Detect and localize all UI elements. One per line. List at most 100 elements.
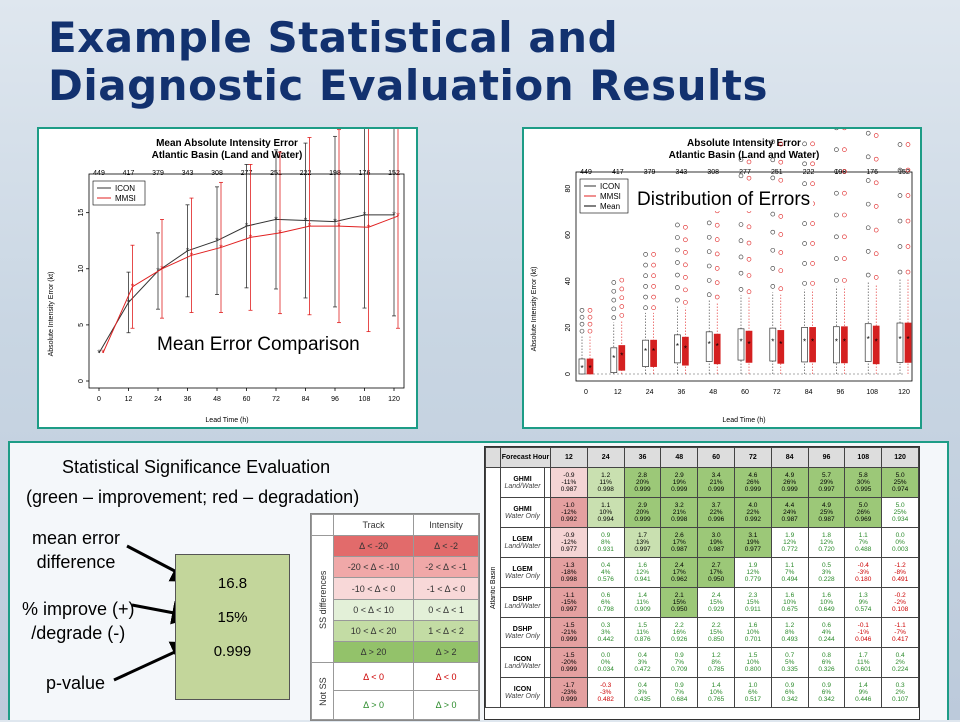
mean-marker: * [771, 338, 774, 347]
outlier [651, 262, 656, 268]
ft-cell: 5.7 29% 0.997 [807, 467, 846, 498]
mean-marker: * [676, 342, 679, 351]
ft-model: ICON Water Only [500, 677, 545, 708]
mean-marker: * [898, 335, 901, 344]
ft-cell: 3.2 21% 0.998 [660, 497, 699, 528]
legend-track-range: 10 < Δ < 20 [332, 619, 415, 642]
outlier [683, 287, 688, 293]
legend-entry: ICON [115, 184, 135, 193]
ft-model: GHMI Water Only [500, 497, 545, 528]
legend-intensity-range: Δ < 0 [413, 662, 479, 692]
ft-cell: 1.2 8% 0.785 [697, 647, 735, 678]
outlier [802, 241, 807, 246]
outlier [897, 269, 903, 275]
legend-entry: ICON [600, 182, 620, 191]
mean-marker: * [684, 345, 687, 354]
x-tick-label: 84 [805, 389, 813, 396]
ft-cell: 1.2 8% 0.493 [770, 617, 809, 648]
legend-track-range: Δ > 20 [332, 640, 415, 664]
data-point: * [190, 250, 194, 260]
outlier [675, 235, 680, 240]
outlier [842, 125, 847, 131]
y-tick-label: 10 [78, 265, 85, 273]
ft-cell: 1.5 11% 0.876 [623, 617, 662, 648]
mean-error-chart: Mean Absolute Intensity Error Atlantic B… [48, 103, 405, 424]
sample-count: 449 [93, 170, 105, 177]
sample-count: 417 [123, 170, 135, 177]
outlier [611, 297, 617, 303]
legend-row: 0 < Δ < 10 0 < Δ < 1 [312, 598, 479, 621]
outlier [834, 212, 839, 218]
outlier [643, 273, 648, 279]
outlier [873, 275, 879, 280]
ft-cell: 1.6 12% 0.941 [623, 557, 662, 588]
forecast-table: Forecast Hour 12 24 36 48 60 72 84 96 108 120 Atlan… [484, 446, 920, 720]
outlier [683, 300, 688, 305]
outlier [643, 252, 648, 257]
y-tick-label: 40 [565, 277, 572, 285]
sample-count: 379 [152, 170, 164, 177]
label-mean-error: mean error difference [32, 528, 121, 572]
legend-entry: MMSI [600, 192, 621, 201]
legend-header-track: Track [332, 513, 415, 537]
ft-cell: -1.2 -8% 0.491 [881, 557, 919, 588]
ft-cell: 2.2 16% 0.926 [660, 617, 699, 648]
ft-cell: 5.0 26% 0.969 [844, 497, 883, 528]
ft-cell: 1.3 9% 0.574 [844, 587, 883, 618]
box [801, 327, 808, 363]
x-tick-label: 120 [898, 389, 910, 396]
outlier [865, 178, 871, 183]
ft-cell: 5.0 25% 0.934 [881, 497, 919, 528]
legend-header-intensity: Intensity [413, 513, 479, 537]
outlier [706, 220, 712, 226]
ft-row: DSHP Water Only -1.5 -21% 0.999 0.3 3% 0.442 1.5… [486, 617, 919, 648]
ft-hour-header: 108 [844, 447, 883, 468]
ft-cell: 3.4 21% 0.999 [697, 467, 735, 498]
mean-error-caption: Mean Error Comparison [154, 334, 363, 356]
outlier [651, 273, 656, 279]
x-axis-label: Lead Time (h) [722, 417, 765, 424]
outlier [746, 273, 752, 278]
sample-count: 176 [866, 169, 878, 176]
outlier [770, 266, 776, 271]
x-tick-label: 108 [359, 396, 371, 403]
legend-row: Δ > 20 Δ > 2 [312, 640, 479, 664]
legend-entry: Mean [600, 202, 620, 211]
outlier [905, 269, 911, 275]
mean-marker: * [580, 364, 583, 373]
ft-cell: 2.2 15% 0.850 [697, 617, 735, 648]
mean-marker: * [779, 340, 782, 349]
outlier [619, 277, 625, 283]
ft-model: DSHP Land/Water [500, 587, 545, 618]
ft-cell: 2.6 17% 0.987 [660, 527, 699, 558]
ft-cell: 1.4 9% 0.446 [844, 677, 883, 708]
outlier [865, 201, 871, 207]
x-axis-label: Lead Time (h) [205, 417, 248, 424]
data-point: * [274, 214, 278, 224]
box [674, 334, 681, 364]
outlier [842, 234, 847, 240]
distribution-panel: Absolute Intensity Error Atlantic Basin … [522, 12, 922, 429]
y-tick-label: 20 [565, 324, 572, 332]
ft-cell: 2.3 15% 0.911 [733, 587, 772, 618]
box [586, 358, 594, 375]
outlier [706, 249, 712, 254]
ft-cell: 0.3 3% 0.442 [586, 617, 625, 648]
data-point: * [392, 210, 396, 220]
box [872, 325, 880, 365]
ft-cell: 1.6 10% 0.649 [807, 587, 846, 618]
sample-count: 343 [676, 169, 688, 176]
mean-marker: * [652, 347, 655, 356]
ft-cell: 1.0 6% 0.517 [733, 677, 772, 708]
outlier [706, 263, 712, 269]
ft-cell: 2.9 20% 0.999 [623, 497, 662, 528]
ft-cell: 0.6 6% 0.798 [586, 587, 625, 618]
legend-side-not-ss: Not SS [311, 662, 334, 720]
ft-cell: 0.4 3% 0.472 [623, 647, 662, 678]
outlier [619, 304, 625, 309]
x-tick-label: 96 [331, 396, 339, 403]
outlier [810, 241, 815, 246]
ft-cell: 0.4 3% 0.435 [623, 677, 662, 708]
outlier [619, 295, 625, 301]
